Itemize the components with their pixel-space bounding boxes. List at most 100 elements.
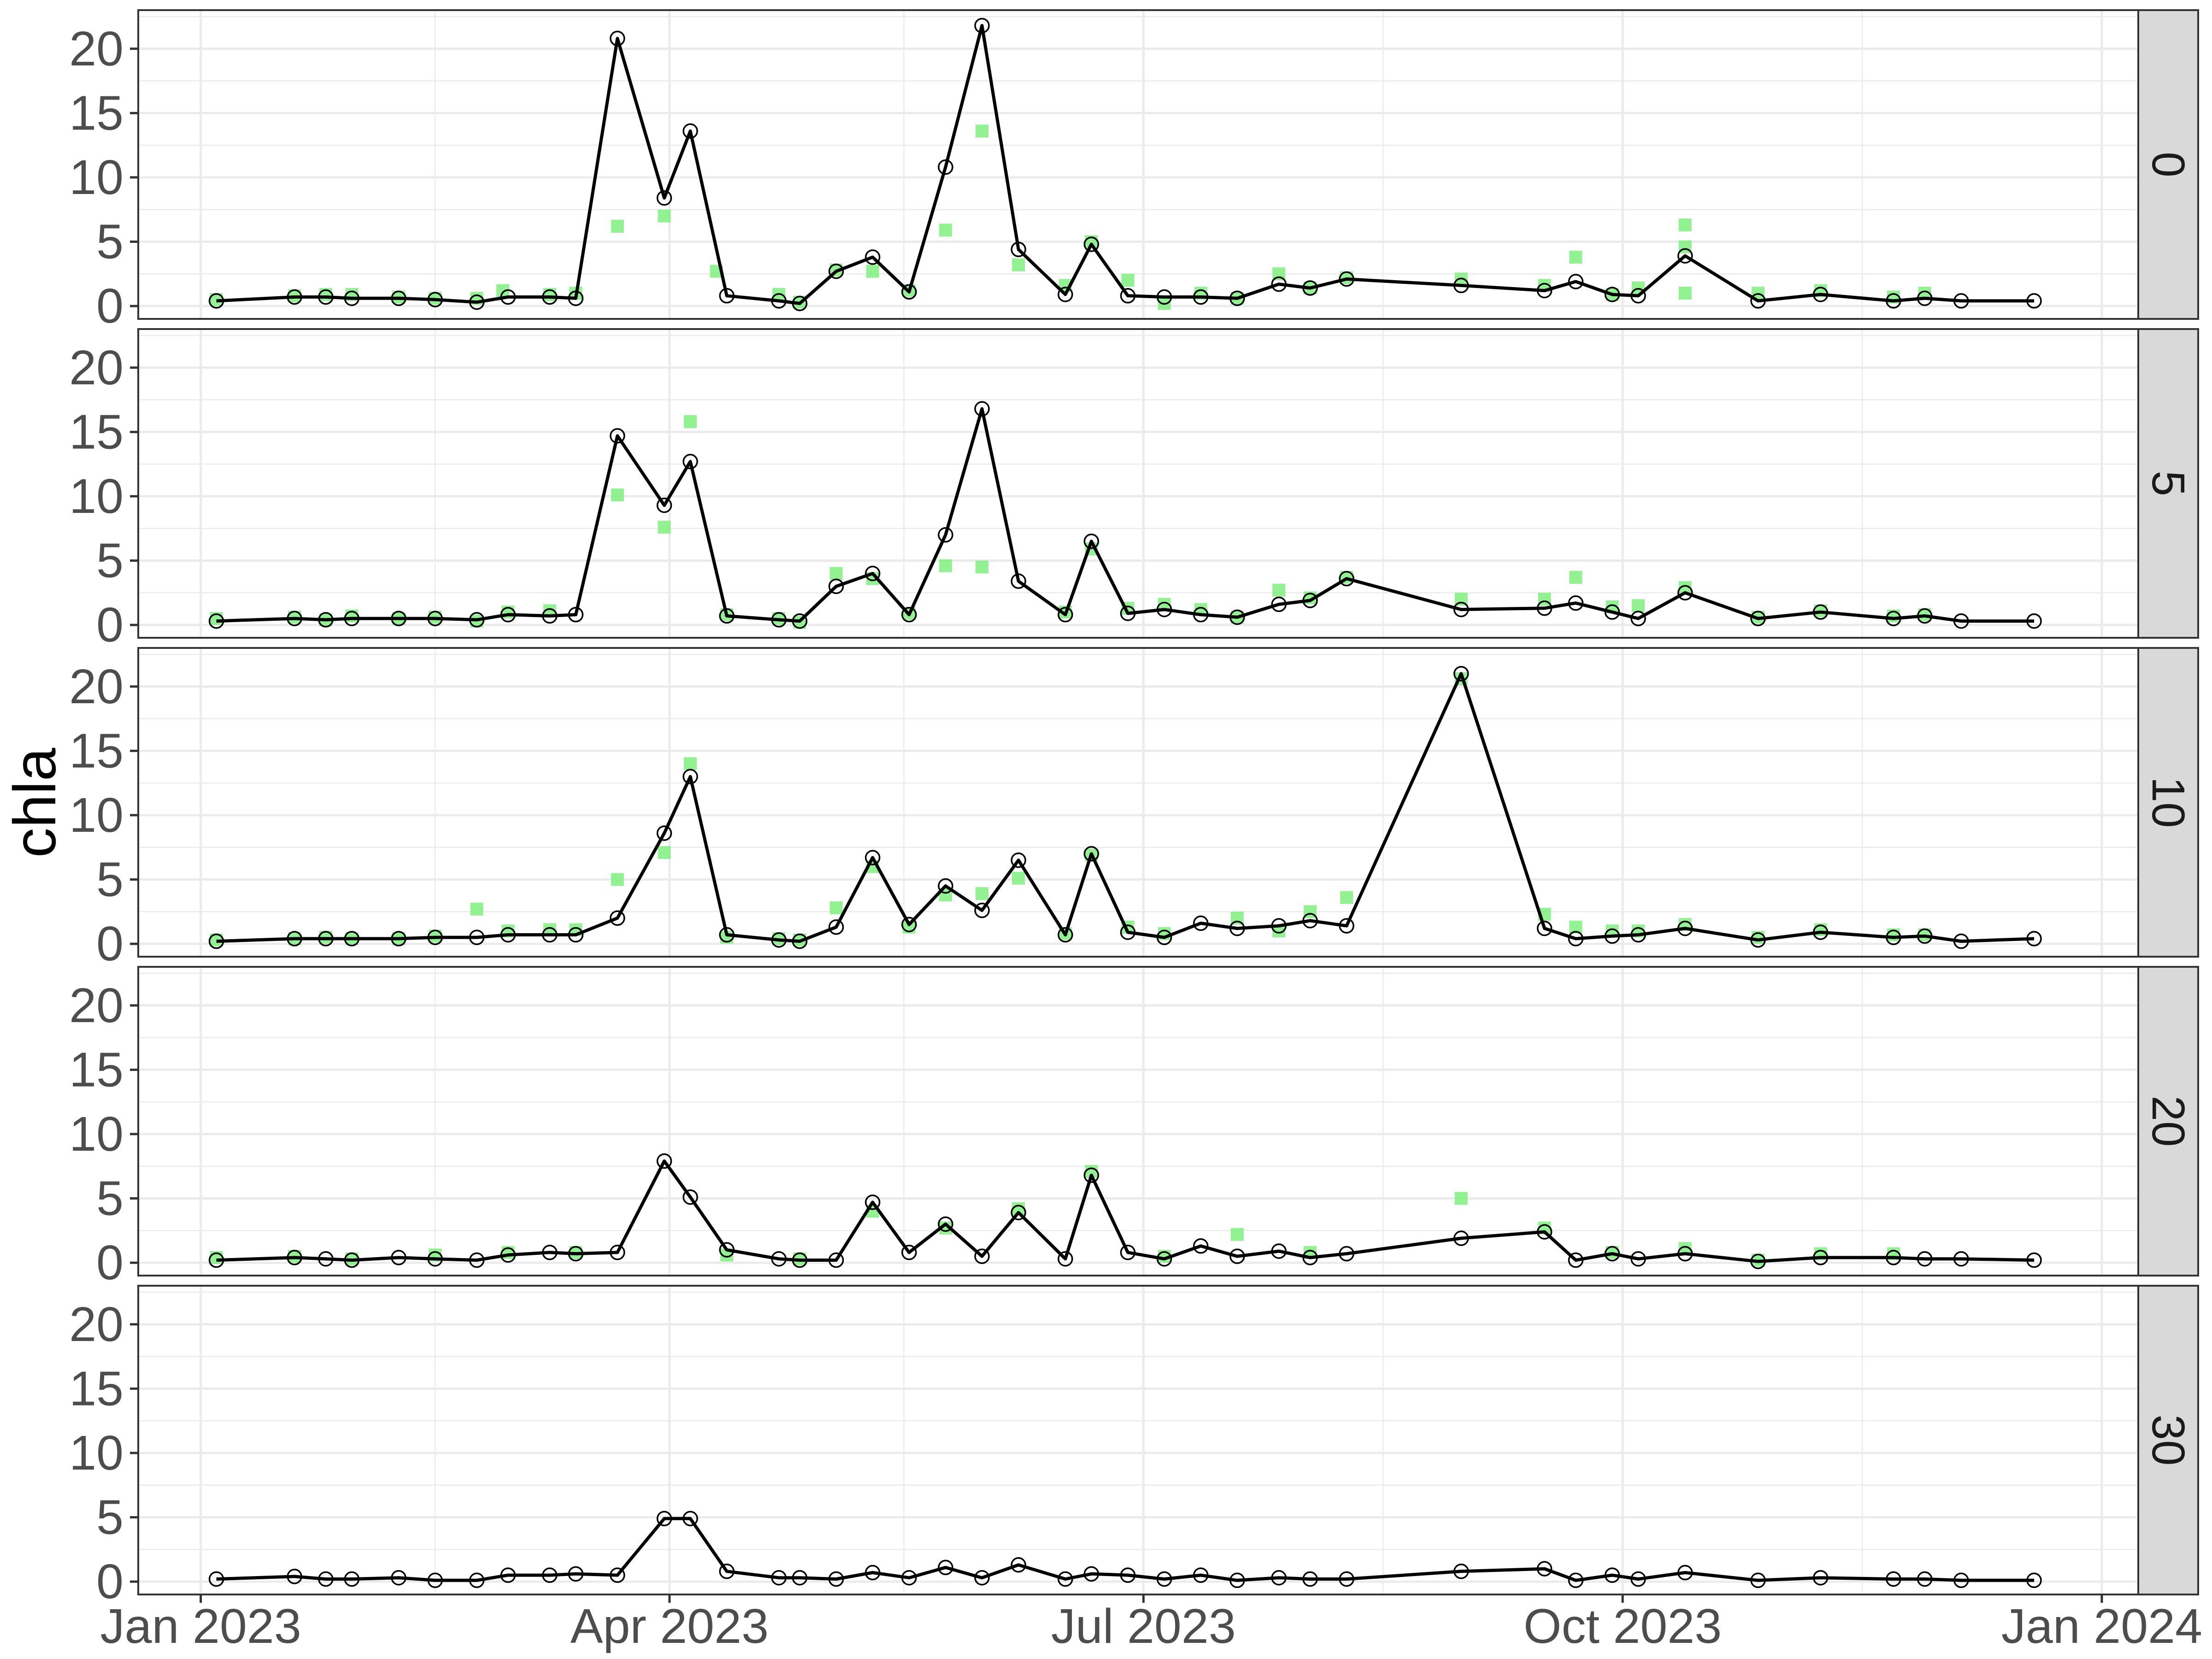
observed-point [1953, 933, 1969, 949]
observed-point [682, 1189, 698, 1205]
y-tick-label: 5 [96, 215, 124, 269]
modeled-point [975, 887, 988, 900]
facet-strip-label: 20 [2142, 1095, 2194, 1147]
observed-point [1604, 928, 1620, 944]
modeled-point [1678, 287, 1692, 300]
observed-point [865, 565, 881, 582]
observed-point [1083, 533, 1100, 549]
observed-point [542, 289, 558, 305]
observed-point [427, 1251, 443, 1267]
modeled-point [830, 567, 843, 580]
observed-point [656, 1153, 672, 1169]
observed-point [771, 1251, 787, 1267]
facet-strip [2137, 328, 2199, 639]
observed-point [1750, 1253, 1766, 1270]
observed-point [318, 289, 334, 305]
modeled-point [975, 124, 988, 138]
observed-point [500, 1567, 516, 1583]
y-tick-label: 10 [69, 788, 124, 842]
x-tick-label: Jan 2024 [2001, 1599, 2202, 1653]
observed-point [391, 1250, 406, 1265]
observed-point [1536, 282, 1553, 299]
observed-point [1750, 293, 1766, 309]
observed-point [1193, 289, 1209, 305]
observed-point [792, 933, 808, 949]
observed-point [771, 612, 787, 628]
observed-point [1156, 1251, 1172, 1267]
modeled-point [611, 873, 624, 886]
x-tick-label: Jul 2023 [1051, 1599, 1236, 1653]
observed-series-line [216, 24, 2034, 305]
observed-point [427, 611, 443, 626]
observed-point [1917, 928, 1933, 944]
observed-point [1568, 274, 1584, 289]
modeled-point [611, 220, 624, 233]
y-tick-label: 5 [96, 853, 124, 907]
observed-point [500, 1247, 516, 1263]
observed-point [1453, 1230, 1469, 1246]
observed-point [1812, 1570, 1829, 1586]
observed-point [1917, 608, 1933, 624]
observed-point [1120, 1567, 1136, 1583]
facet-strip [2137, 647, 2199, 958]
observed-point [1604, 604, 1620, 620]
observed-point [1604, 1246, 1620, 1262]
observed-point [828, 1252, 844, 1268]
facet-panel-20: 0 5 10 15 20 20 [69, 966, 2199, 1290]
observed-point [828, 1571, 844, 1587]
modeled-point [1012, 258, 1025, 271]
observed-point [1120, 1245, 1136, 1260]
observed-point [208, 293, 224, 309]
facet-strip [2137, 9, 2199, 320]
observed-point [500, 927, 516, 943]
y-tick-label: 20 [69, 341, 124, 395]
observed-point [208, 933, 224, 949]
observed-point [1886, 930, 1901, 945]
observed-point [568, 1566, 584, 1582]
observed-point [1677, 248, 1693, 264]
modeled-point [1678, 218, 1692, 232]
facet-panels: 0 5 10 15 20 0 0 5 10 15 20 5 0 5 10 15 20 10 0 5 10 15 20 20 0 5… [69, 9, 2199, 1609]
observed-point [318, 1571, 334, 1587]
observed-point [1271, 276, 1287, 292]
observed-point [865, 249, 881, 265]
observed-point [792, 1252, 808, 1268]
observed-point [792, 613, 808, 629]
observed-point [1536, 1561, 1553, 1577]
modeled-point [658, 209, 671, 223]
observed-point [2026, 931, 2042, 947]
y-tick-label: 0 [96, 917, 124, 971]
observed-point [1156, 601, 1172, 618]
observed-point [1120, 606, 1136, 621]
y-tick-label: 15 [69, 405, 124, 459]
observed-point [1339, 1571, 1354, 1587]
modeled-point [939, 559, 952, 572]
observed-point [344, 1571, 360, 1587]
facet-panel-0: 0 5 10 15 20 0 [69, 9, 2199, 333]
observed-point [974, 401, 990, 417]
modeled-point [684, 415, 697, 428]
observed-point [1812, 1250, 1829, 1265]
observed-point [1953, 1572, 1969, 1588]
panel-background [138, 329, 2138, 638]
y-tick-label: 15 [69, 724, 124, 778]
observed-point [1193, 607, 1209, 623]
observed-point [1917, 1571, 1933, 1587]
observed-point [1302, 1250, 1318, 1265]
observed-point [2026, 613, 2042, 629]
modeled-point [1569, 251, 1583, 264]
observed-point [828, 263, 844, 279]
modeled-point [1012, 871, 1025, 885]
observed-point [1953, 293, 1969, 309]
observed-point [568, 1246, 584, 1262]
observed-point [1229, 1248, 1245, 1264]
observed-point [1630, 288, 1646, 304]
modeled-point [658, 520, 671, 534]
observed-point [469, 1572, 485, 1588]
y-tick-label: 10 [69, 1107, 124, 1161]
observed-point [792, 295, 808, 312]
modeled-point [939, 224, 952, 237]
observed-point [1271, 1570, 1287, 1586]
observed-point [1339, 271, 1354, 287]
